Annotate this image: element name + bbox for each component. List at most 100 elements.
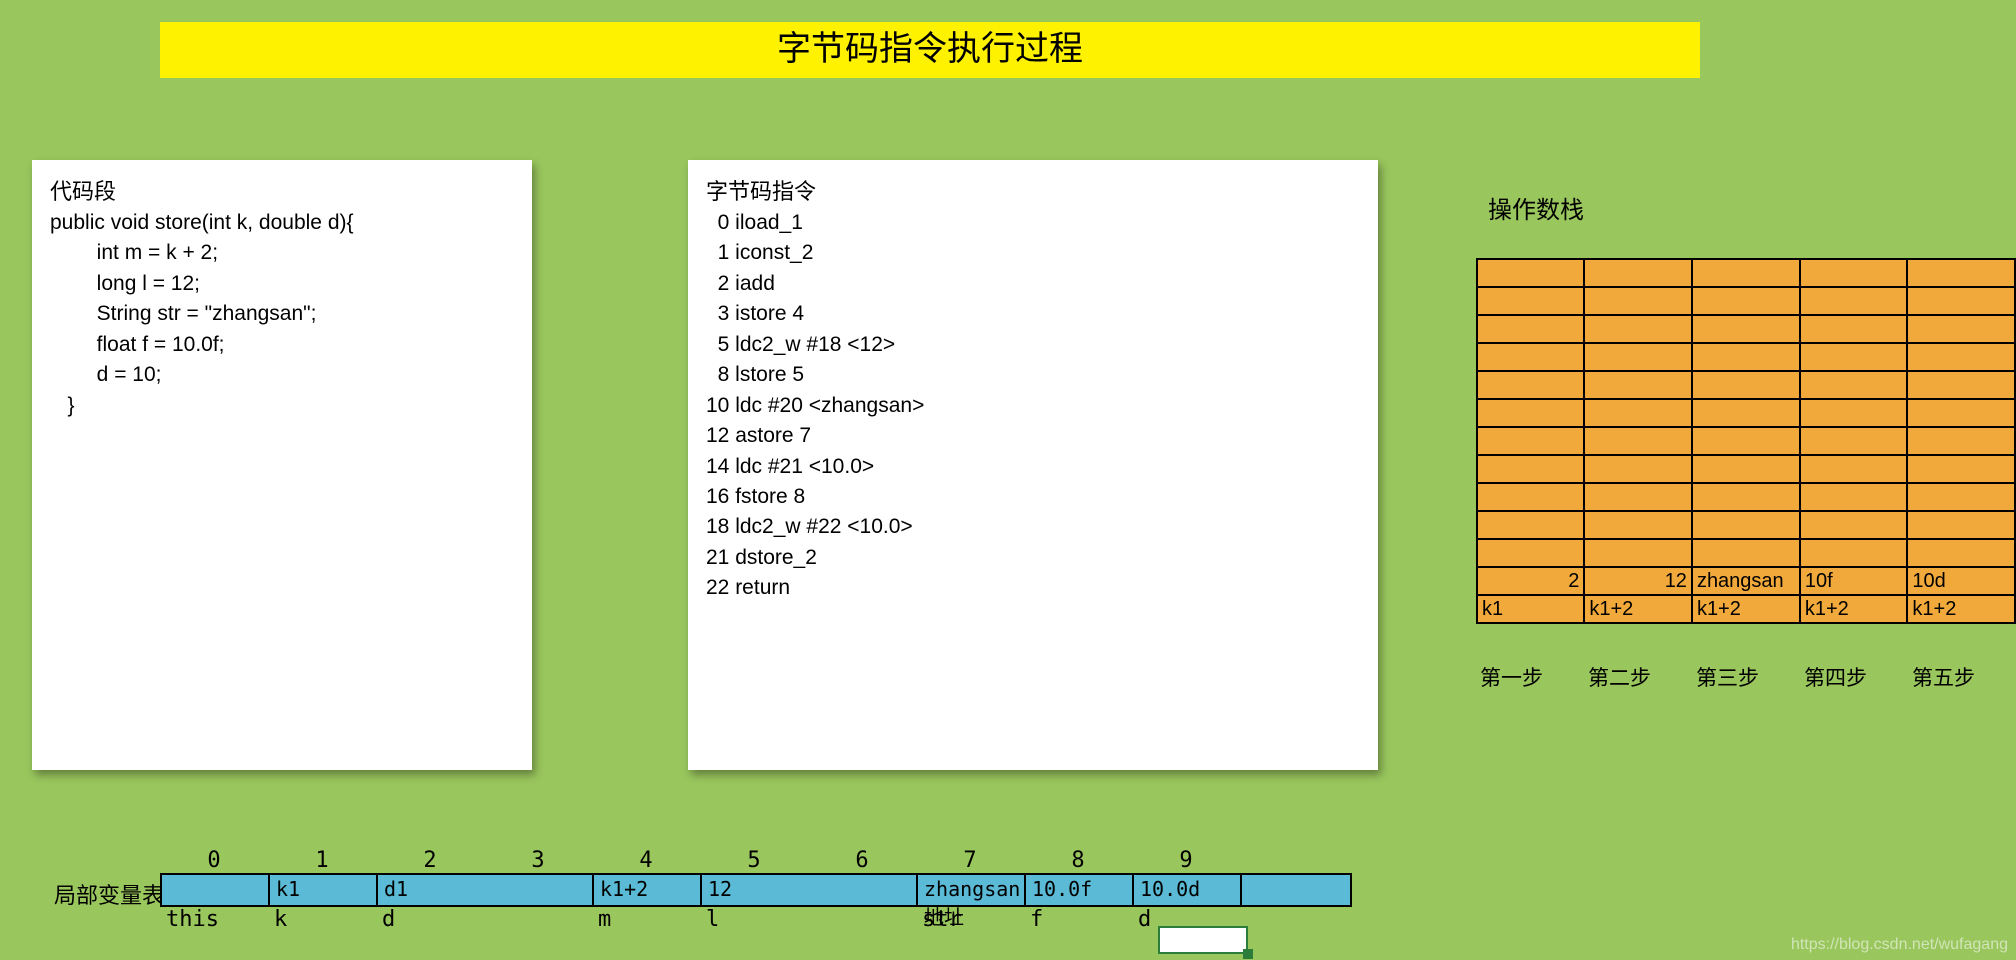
stack-cell bbox=[1692, 343, 1800, 371]
lvt-var-name: d bbox=[376, 907, 592, 932]
stack-cell bbox=[1477, 539, 1584, 567]
stack-cell bbox=[1692, 399, 1800, 427]
stack-step-label: 第三步 bbox=[1692, 662, 1800, 692]
stack-cell bbox=[1477, 371, 1584, 399]
stack-cell bbox=[1907, 455, 2015, 483]
stack-cell bbox=[1477, 511, 1584, 539]
stack-cell bbox=[1692, 287, 1800, 315]
bytecode-line: 12 astore 7 bbox=[706, 421, 1360, 451]
stack-cell: k1 bbox=[1477, 595, 1584, 623]
lvt-index: 0 bbox=[160, 848, 268, 873]
lvt-cell bbox=[162, 875, 270, 905]
lvt-cell: zhangsan地址 bbox=[918, 875, 1026, 905]
code-line: int m = k + 2; bbox=[50, 238, 514, 268]
lvt-cell bbox=[1242, 875, 1350, 905]
stack-cell bbox=[1800, 539, 1908, 567]
stack-cell bbox=[1907, 343, 2015, 371]
lvt-cell: 12 bbox=[702, 875, 918, 905]
code-line: public void store(int k, double d){ bbox=[50, 208, 514, 238]
stack-cell bbox=[1477, 455, 1584, 483]
bytecode-line: 16 fstore 8 bbox=[706, 482, 1360, 512]
stack-cell bbox=[1477, 315, 1584, 343]
bytecode-line: 18 ldc2_w #22 <10.0> bbox=[706, 512, 1360, 542]
lvt-index: 8 bbox=[1024, 848, 1132, 873]
stack-cell: k1+2 bbox=[1584, 595, 1692, 623]
operand-stack-grid: 212zhangsan10f10dk1k1+2k1+2k1+2k1+2 bbox=[1476, 258, 2016, 624]
operand-stack-title: 操作数栈 bbox=[1488, 190, 1584, 225]
stack-cell bbox=[1584, 287, 1692, 315]
stack-cell: 12 bbox=[1584, 567, 1692, 595]
stack-cell bbox=[1584, 539, 1692, 567]
stack-cell bbox=[1692, 483, 1800, 511]
stack-cell bbox=[1692, 455, 1800, 483]
stack-step-label: 第一步 bbox=[1476, 662, 1584, 692]
stack-step-label: 第二步 bbox=[1584, 662, 1692, 692]
stack-step-label: 第五步 bbox=[1908, 662, 2016, 692]
stack-cell bbox=[1584, 371, 1692, 399]
code-line: float f = 10.0f; bbox=[50, 330, 514, 360]
stack-cell bbox=[1800, 343, 1908, 371]
stack-cell bbox=[1800, 427, 1908, 455]
stack-cell bbox=[1800, 259, 1908, 287]
bytecode-line: 21 dstore_2 bbox=[706, 543, 1360, 573]
lvt-index: 4 bbox=[592, 848, 700, 873]
stack-cell bbox=[1907, 399, 2015, 427]
stack-cell bbox=[1584, 455, 1692, 483]
stack-cell: 10f bbox=[1800, 567, 1908, 595]
bytecode-line: 8 lstore 5 bbox=[706, 360, 1360, 390]
page-title-bar: 字节码指令执行过程 bbox=[160, 22, 1700, 78]
stack-cell bbox=[1584, 427, 1692, 455]
stack-cell bbox=[1692, 427, 1800, 455]
stack-cell bbox=[1477, 259, 1584, 287]
stack-cell bbox=[1584, 483, 1692, 511]
stack-cell: zhangsan bbox=[1692, 567, 1800, 595]
stack-cell bbox=[1907, 427, 2015, 455]
stack-cell bbox=[1907, 511, 2015, 539]
code-panel: 代码段 public void store(int k, double d){ … bbox=[32, 160, 532, 770]
selection-marker bbox=[1158, 926, 1248, 954]
code-line: d = 10; bbox=[50, 360, 514, 390]
bytecode-line: 22 return bbox=[706, 573, 1360, 603]
stack-cell bbox=[1477, 483, 1584, 511]
stack-cell bbox=[1692, 511, 1800, 539]
stack-cell bbox=[1907, 259, 2015, 287]
lvt-index: 7 bbox=[916, 848, 1024, 873]
lvt-index: 2 bbox=[376, 848, 484, 873]
stack-cell bbox=[1692, 259, 1800, 287]
stack-cell bbox=[1907, 287, 2015, 315]
stack-cell bbox=[1477, 399, 1584, 427]
bytecode-line: 0 iload_1 bbox=[706, 208, 1360, 238]
lvt-cell: d1 bbox=[378, 875, 594, 905]
stack-cell bbox=[1800, 399, 1908, 427]
operand-stack-step-labels: 第一步第二步第三步第四步第五步 bbox=[1476, 662, 2016, 692]
bytecode-line: 5 ldc2_w #18 <12> bbox=[706, 330, 1360, 360]
lvt-var-name: this bbox=[160, 907, 268, 932]
lvt-index: 5 bbox=[700, 848, 808, 873]
stack-cell bbox=[1692, 315, 1800, 343]
stack-cell bbox=[1907, 539, 2015, 567]
lvt-var-name: f bbox=[1024, 907, 1132, 932]
bytecode-line: 3 istore 4 bbox=[706, 299, 1360, 329]
bytecode-panel-title: 字节码指令 bbox=[706, 174, 1360, 206]
page-title-text: 字节码指令执行过程 bbox=[777, 30, 1083, 68]
lvt-label: 局部变量表 bbox=[54, 878, 164, 910]
stack-cell bbox=[1907, 315, 2015, 343]
code-panel-title: 代码段 bbox=[50, 174, 514, 206]
stack-cell bbox=[1692, 371, 1800, 399]
bytecode-line: 14 ldc #21 <10.0> bbox=[706, 452, 1360, 482]
local-variable-table: 0123456789 k1d1k1+212zhangsan地址10.0f10.0… bbox=[160, 848, 1352, 932]
stack-cell bbox=[1907, 371, 2015, 399]
lvt-var-name: k bbox=[268, 907, 376, 932]
stack-cell bbox=[1477, 427, 1584, 455]
stack-cell bbox=[1584, 343, 1692, 371]
code-lines: public void store(int k, double d){ int … bbox=[50, 208, 514, 421]
stack-cell bbox=[1477, 287, 1584, 315]
lvt-cell: 10.0f bbox=[1026, 875, 1134, 905]
stack-cell bbox=[1692, 539, 1800, 567]
stack-cell bbox=[1800, 371, 1908, 399]
stack-cell bbox=[1800, 511, 1908, 539]
code-line: long l = 12; bbox=[50, 269, 514, 299]
watermark: https://blog.csdn.net/wufagang bbox=[1791, 936, 2008, 954]
stack-cell bbox=[1800, 315, 1908, 343]
bytecode-lines: 0 iload_1 1 iconst_2 2 iadd 3 istore 4 5… bbox=[706, 208, 1360, 604]
